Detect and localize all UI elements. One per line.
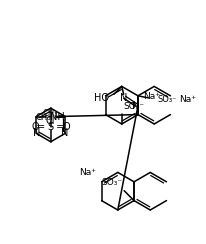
Text: N: N — [132, 101, 139, 111]
Text: O: O — [63, 122, 70, 132]
Text: S: S — [48, 122, 54, 132]
Text: =: = — [56, 122, 65, 132]
Text: =: = — [36, 122, 46, 132]
Text: Na⁺: Na⁺ — [179, 95, 196, 104]
Text: Na⁺: Na⁺ — [143, 92, 160, 101]
Text: Cl: Cl — [46, 116, 55, 126]
Text: Na⁺: Na⁺ — [80, 168, 97, 177]
Text: SO₃⁻: SO₃⁻ — [124, 102, 145, 111]
Text: CH₃: CH₃ — [36, 113, 52, 122]
Text: SO₃⁻: SO₃⁻ — [102, 178, 123, 187]
Text: HO: HO — [94, 93, 109, 103]
Text: CH₃: CH₃ — [43, 109, 59, 118]
Text: NH: NH — [50, 112, 65, 122]
Text: N: N — [34, 128, 41, 138]
Text: N: N — [120, 93, 127, 103]
Text: SO₃⁻: SO₃⁻ — [158, 95, 177, 104]
Text: N: N — [61, 128, 68, 138]
Text: O: O — [31, 122, 39, 132]
